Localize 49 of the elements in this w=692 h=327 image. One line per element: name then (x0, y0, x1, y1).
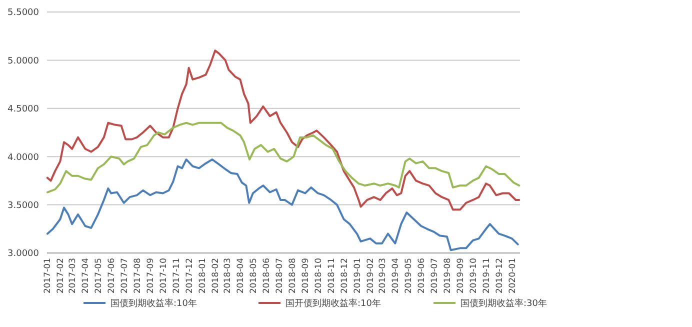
x-tick-label: 2018-01 (198, 258, 208, 294)
x-tick-label: 2018-02 (211, 258, 222, 294)
x-tick-label: 2017-04 (81, 258, 92, 294)
x-tick-label: 2018-05 (248, 258, 259, 294)
x-tick-label: 2018-12 (340, 258, 350, 294)
x-tick-label: 2017-09 (146, 258, 156, 294)
legend-label: 国债到期收益率:10年 (110, 298, 197, 310)
legend-label: 国债到期收益率:30年 (460, 298, 547, 310)
y-tick-label: 5.0000 (8, 56, 40, 66)
x-tick-label: 2017-01 (42, 258, 53, 294)
line-series (46, 158, 519, 252)
x-tick-label: 2019-08 (442, 258, 453, 294)
x-tick-label: 2019-11 (482, 258, 492, 294)
x-tick-label: 2019-06 (417, 258, 428, 294)
x-tick-label: 2019-04 (391, 258, 402, 294)
x-tick-label: 2019-07 (430, 258, 440, 294)
x-tick-label: 2018-07 (274, 258, 285, 294)
x-tick-label: 2017-12 (184, 258, 195, 294)
y-tick-label: 3.5000 (8, 200, 40, 211)
x-tick-label: 2019-05 (404, 258, 414, 294)
x-tick-label: 2018-04 (236, 258, 246, 294)
x-tick-label: 2018-11 (327, 258, 338, 294)
x-tick-label: 2017-05 (94, 258, 104, 294)
x-tick-label: 2017-06 (107, 258, 118, 294)
x-tick-label: 2017-03 (68, 258, 78, 294)
line-series (46, 50, 520, 211)
x-tick-label: 2018-09 (301, 258, 312, 294)
x-tick-label: 2017-11 (172, 258, 182, 294)
x-tick-label: 2019-10 (468, 258, 479, 294)
legend-label: 国开债到期收益率:10年 (286, 298, 381, 310)
y-tick-label: 5.5000 (8, 8, 40, 18)
x-tick-label: 2017-08 (132, 258, 143, 294)
x-tick-label: 2017-07 (120, 258, 130, 294)
x-tick-label: 2019-03 (378, 258, 388, 294)
y-tick-label: 3.0000 (8, 249, 40, 260)
x-tick-label: 2018-03 (223, 258, 234, 294)
x-tick-label: 2018-10 (314, 258, 324, 294)
y-tick-label: 4.0000 (8, 152, 40, 163)
x-tick-label: 2019-12 (494, 258, 505, 294)
x-tick-label: 2019-02 (366, 258, 376, 294)
x-tick-label: 2017-10 (158, 258, 169, 294)
line-series (46, 122, 520, 194)
x-tick-label: 2019-01 (352, 258, 363, 294)
x-tick-label: 2018-06 (262, 258, 272, 294)
y-tick-label: 4.5000 (8, 104, 40, 115)
x-tick-label: 2019-09 (456, 258, 466, 294)
x-tick-label: 2018-08 (288, 258, 298, 294)
x-tick-label: 2017-02 (56, 258, 66, 294)
x-tick-label: 2020-01 (508, 258, 518, 294)
